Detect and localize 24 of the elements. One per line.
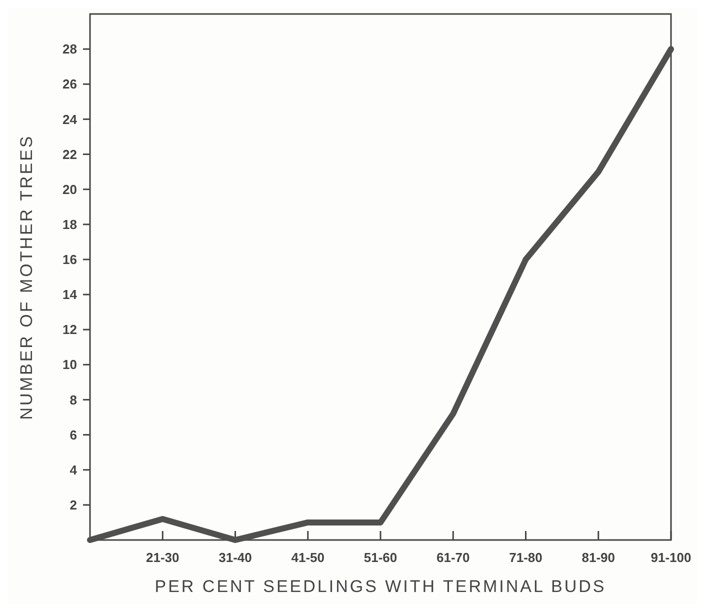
y-tick-label: 12 xyxy=(62,322,77,338)
y-tick-label: 28 xyxy=(62,42,77,57)
y-tick-label: 26 xyxy=(62,76,77,92)
y-tick-label: 18 xyxy=(62,216,77,232)
y-tick-label: 4 xyxy=(70,462,78,478)
x-tick-label: 81-90 xyxy=(582,550,615,565)
x-tick-label: 51-60 xyxy=(364,550,398,565)
x-tick-label: 71-80 xyxy=(509,550,542,565)
y-tick-label: 8 xyxy=(70,392,77,408)
y-tick-label: 24 xyxy=(62,112,78,127)
y-tick-label: 20 xyxy=(62,182,77,197)
y-tick-label: 6 xyxy=(70,427,77,442)
y-tick-label: 22 xyxy=(62,146,77,162)
y-tick-label: 2 xyxy=(70,497,77,512)
x-tick-label: 91-100 xyxy=(650,550,692,565)
y-tick-label: 10 xyxy=(62,357,77,372)
x-axis-title: PER CENT SEEDLINGS WITH TERMINAL BUDS xyxy=(154,577,606,596)
y-tick-label: 16 xyxy=(62,252,77,268)
x-tick-label: 41-50 xyxy=(291,550,324,565)
x-tick-label: 31-40 xyxy=(218,550,252,565)
x-tick-label: 21-30 xyxy=(146,550,180,565)
y-axis-title: NUMBER OF MOTHER TREES xyxy=(17,134,36,420)
x-tick-label: 61-70 xyxy=(436,550,470,565)
y-tick-label: 14 xyxy=(62,287,78,302)
